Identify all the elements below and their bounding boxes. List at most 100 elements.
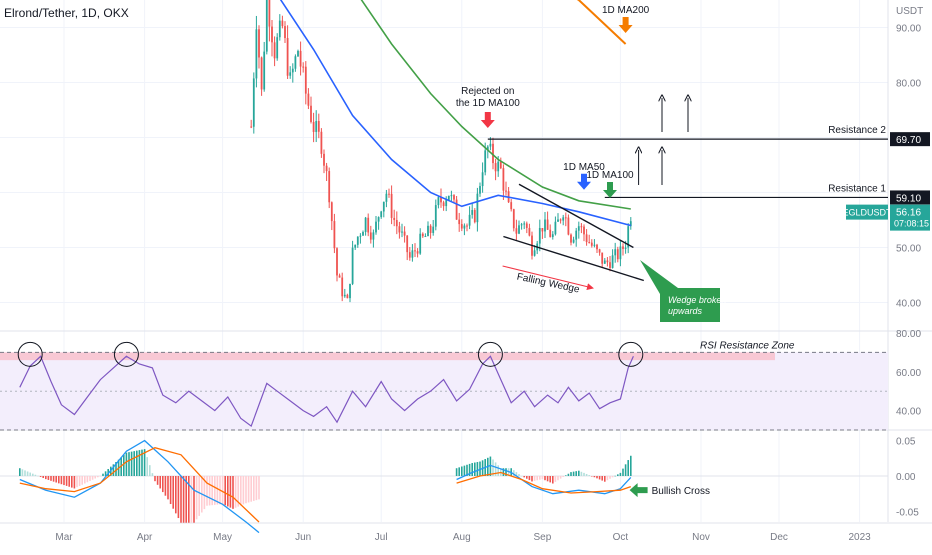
- candle-body: [616, 249, 619, 260]
- macd-histogram-bar: [583, 472, 585, 476]
- candle-body: [544, 219, 546, 232]
- candle-body: [268, 0, 271, 27]
- macd-histogram-bar: [619, 472, 622, 476]
- bullish-cross-label: Bullish Cross: [652, 486, 710, 497]
- macd-line: [19, 439, 260, 534]
- candle-body: [590, 242, 593, 246]
- y-axis-unit: USDT: [896, 6, 923, 17]
- macd-histogram-bar: [234, 476, 237, 508]
- macd-histogram-bar: [526, 476, 528, 479]
- rsi-zone-label: RSI Resistance Zone: [700, 340, 795, 351]
- macd-histogram-bar: [518, 474, 520, 476]
- macd-histogram-bar: [539, 476, 541, 480]
- candle-body: [564, 217, 567, 219]
- y-tick-label: 90.00: [896, 24, 921, 35]
- candle-body: [629, 221, 632, 227]
- macd-histogram-bar: [247, 476, 250, 503]
- left-arrow-icon: [629, 483, 648, 498]
- candle-body: [429, 225, 432, 233]
- candle-body: [315, 121, 318, 132]
- candle-body: [619, 246, 622, 260]
- candle-body: [424, 236, 427, 238]
- candle-body: [450, 195, 453, 197]
- x-tick-label: Sep: [534, 532, 552, 543]
- y-tick-label: 50.00: [896, 244, 921, 255]
- symbol-tag-label: EGLDUSDT: [842, 208, 892, 218]
- macd-histogram-bar: [97, 476, 99, 478]
- macd-histogram-bar: [541, 476, 544, 480]
- candle-body: [442, 202, 445, 207]
- candle-body: [520, 224, 523, 226]
- wedge-upper-line: [518, 183, 634, 249]
- callout-box: [640, 260, 720, 322]
- candle-body: [549, 229, 552, 238]
- candle-body: [432, 226, 435, 233]
- macd-histogram-bar: [58, 476, 60, 484]
- price-tag: [890, 132, 930, 147]
- candle-body: [447, 195, 450, 201]
- macd-histogram-bar: [154, 476, 156, 482]
- candle-body: [601, 252, 604, 264]
- macd-histogram-bar: [141, 449, 143, 476]
- macd-histogram-bar: [461, 466, 463, 476]
- macd-histogram-bar: [206, 476, 208, 506]
- macd-histogram-bar: [68, 476, 70, 487]
- candle-body: [611, 255, 614, 268]
- macd-histogram-bar: [24, 470, 26, 476]
- candle-body: [473, 210, 476, 223]
- macd-histogram-bar: [258, 476, 260, 500]
- macd-histogram-bar: [463, 465, 466, 476]
- candle-body: [421, 233, 424, 237]
- grid: [0, 0, 932, 524]
- macd-histogram-bar: [172, 476, 174, 509]
- candle-body: [302, 66, 305, 68]
- macd-histogram-bar: [21, 469, 24, 476]
- macd-histogram-bar: [554, 476, 557, 482]
- macd-histogram-bar: [494, 462, 497, 476]
- macd-histogram-bar: [81, 476, 83, 485]
- candle-body: [260, 57, 263, 90]
- candle-body: [328, 171, 331, 203]
- macd-histogram-bar: [255, 476, 258, 501]
- price-pane: Resistance 2 Resistance 1: [250, 0, 888, 303]
- candle-body: [414, 250, 416, 252]
- macd-histogram-bar: [45, 476, 47, 480]
- macd-histogram-bar: [50, 476, 52, 481]
- macd-histogram-bar: [123, 454, 125, 476]
- candle-body: [515, 228, 518, 234]
- macd-histogram-bar: [91, 476, 94, 480]
- rsi-peak-circle: [618, 341, 644, 367]
- macd-histogram-bar: [26, 471, 29, 476]
- macd-histogram-bar: [143, 449, 146, 476]
- macd-histogram-bar: [497, 465, 499, 476]
- macd-histogram-bar: [221, 476, 224, 505]
- macd-histogram-bar: [60, 476, 63, 485]
- candle-body: [437, 197, 440, 206]
- candle-body: [440, 197, 442, 203]
- macd-histogram-bar: [562, 476, 564, 477]
- macd-histogram-bar: [180, 476, 182, 523]
- macd-histogram-bar: [588, 475, 590, 476]
- candle-body: [338, 275, 341, 278]
- candle-body: [388, 193, 390, 195]
- macd-histogram-bar: [492, 459, 494, 476]
- macd-histogram-bar: [533, 476, 536, 481]
- candle-body: [481, 172, 484, 187]
- candle-body: [551, 234, 554, 238]
- signal-line: [19, 447, 260, 523]
- candle-body: [299, 50, 302, 67]
- last-price-countdown: 07:08:15: [894, 219, 929, 229]
- macd-histogram-bar: [138, 450, 141, 476]
- rsi-tick-label: 40.00: [896, 407, 921, 418]
- candle-body: [385, 193, 388, 202]
- macd-histogram-bar: [596, 476, 598, 479]
- candle-body: [528, 227, 531, 236]
- macd-histogram-bar: [552, 476, 554, 484]
- macd-histogram-bar: [253, 476, 255, 501]
- annotation-text: the 1D MA100: [456, 98, 520, 109]
- macd-histogram-bar: [149, 465, 151, 476]
- candle-body: [622, 246, 624, 249]
- candle-body: [494, 163, 497, 172]
- macd-tick-label: -0.05: [896, 507, 919, 518]
